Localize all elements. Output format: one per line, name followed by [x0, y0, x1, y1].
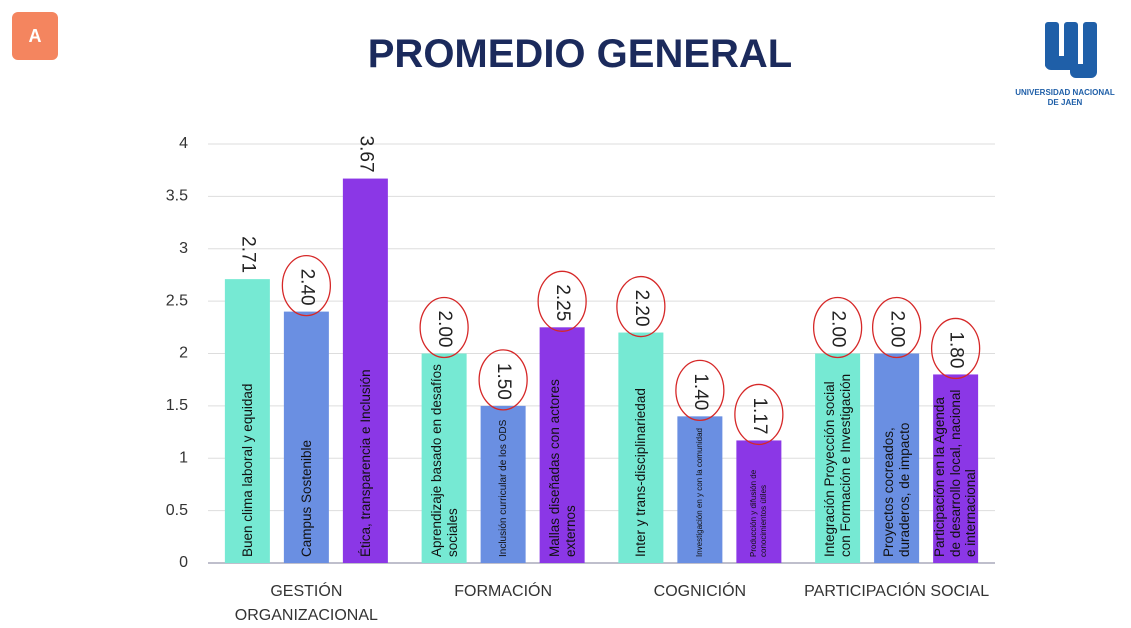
highlight-circle — [871, 296, 922, 359]
bar-label: Integración Proyección social con Formac… — [822, 373, 853, 557]
y-tick-label: 3.5 — [166, 188, 188, 205]
group-label: PARTICIPACIÓN SOCIAL — [804, 583, 990, 600]
chart-title: PROMEDIO GENERAL — [367, 32, 793, 76]
highlight-circle — [419, 296, 469, 359]
bar — [224, 279, 270, 563]
highlight-circle — [675, 359, 725, 422]
bar-label: Proyectos cocreados, duraderos, de impac… — [881, 422, 912, 557]
y-tick-label: 0 — [179, 554, 188, 571]
bar-label: Buen clima laboral y equidad — [239, 383, 255, 557]
y-tick-label: 2 — [179, 345, 188, 362]
highlight-circle — [734, 383, 784, 446]
bar — [736, 440, 782, 563]
bar — [342, 178, 388, 563]
group-label: FORMACIÓN — [454, 583, 553, 600]
bar — [480, 405, 526, 563]
value-label: 2.20 — [631, 290, 652, 327]
highlight-circle — [281, 254, 332, 317]
bar-label: Producción y difusión de conocimientos ú… — [749, 469, 768, 557]
value-label: 2.00 — [887, 311, 908, 348]
bar — [539, 327, 585, 563]
logo — [1045, 22, 1097, 78]
bar — [618, 332, 664, 563]
value-label: 3.67 — [355, 136, 376, 173]
bar-label: Inclusión curricular de los ODS — [497, 419, 509, 557]
bar — [421, 353, 467, 563]
group-label: COGNICIÓN — [653, 583, 747, 600]
bar-label: Inter y trans-disciplinariedad — [633, 388, 649, 557]
bar — [283, 311, 329, 563]
badge: A — [12, 12, 58, 60]
highlight-circle — [537, 270, 587, 332]
value-label: 2.40 — [296, 269, 317, 306]
value-label: 1.50 — [493, 363, 514, 400]
bar — [815, 353, 861, 563]
bar-label: Aprendizaje basado en desafíos sociales — [428, 364, 460, 557]
bar — [933, 374, 979, 563]
y-tick-label: 2.5 — [166, 292, 188, 309]
bar-label: Mallas diseñadas con actores externos — [546, 379, 578, 557]
value-label: 2.00 — [828, 311, 849, 348]
y-tick-label: 3 — [179, 240, 188, 257]
y-tick-label: 1 — [179, 449, 188, 466]
bar-label: Participación en la Agenda de desarrollo… — [932, 389, 979, 557]
highlight-circle — [812, 296, 863, 359]
bar-label: Investigación en y con la comunidad — [695, 428, 705, 557]
bar — [874, 353, 920, 563]
value-label: 1.80 — [946, 331, 967, 368]
highlight-circle — [616, 275, 666, 338]
bar-label: Ética, transparencia e Inclusión — [357, 369, 373, 557]
y-tick-label: 0.5 — [166, 502, 188, 519]
value-label: 2.00 — [434, 311, 455, 348]
value-label: 2.25 — [552, 284, 573, 321]
value-label: 1.40 — [690, 373, 711, 410]
bar-label: Campus Sostenible — [298, 439, 314, 557]
bar — [677, 416, 723, 563]
highlight-circle — [478, 349, 528, 411]
value-label: 1.17 — [749, 397, 770, 434]
y-tick-label: 4 — [179, 135, 188, 152]
value-label: 2.71 — [237, 236, 258, 273]
logo-text: UNIVERSIDAD NACIONAL DE JAEN — [1015, 88, 1115, 107]
highlight-circle — [930, 317, 981, 380]
group-label: GESTIÓN ORGANIZACIONAL — [234, 583, 378, 624]
y-tick-label: 1.5 — [166, 397, 188, 414]
